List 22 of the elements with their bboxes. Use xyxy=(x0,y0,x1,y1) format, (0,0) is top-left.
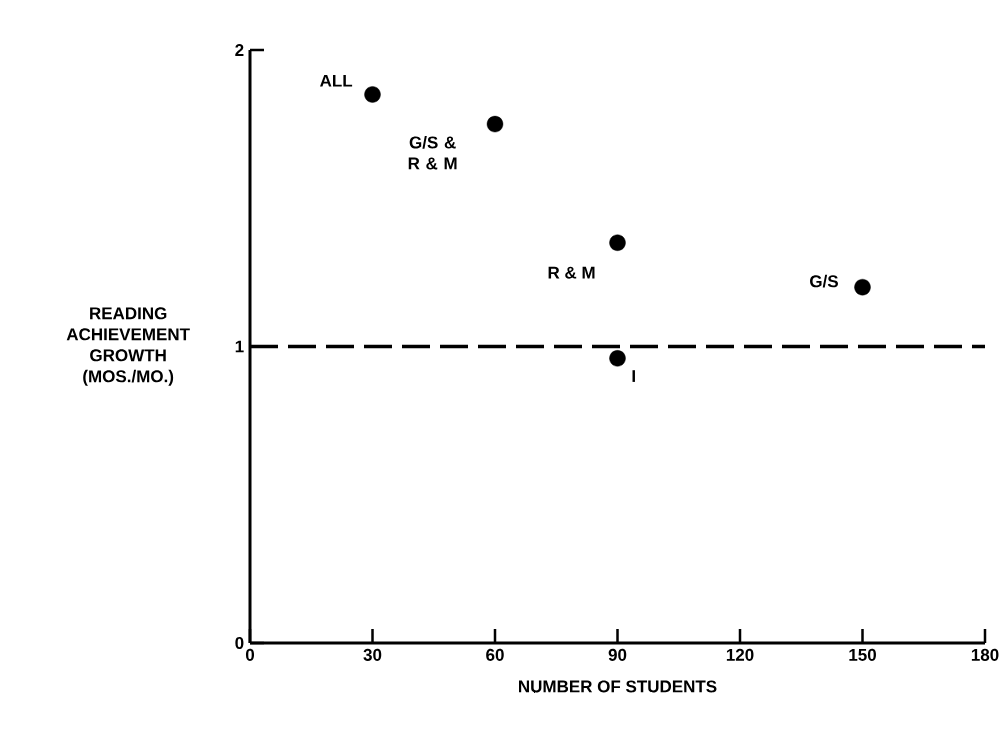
x-tick-label: 60 xyxy=(486,648,504,661)
x-tick-label: 90 xyxy=(608,648,627,661)
point xyxy=(609,350,626,367)
annotation: G/S xyxy=(810,274,838,288)
y-tick-label: 2 xyxy=(235,44,244,56)
x-axis-title: NUMBER OF STUDENTS xyxy=(519,680,717,693)
y-axis-title: READING ACHIEVEMENT GROWTH (MOS./MO.) xyxy=(66,307,190,386)
point xyxy=(609,234,626,251)
x-tick-label: 150 xyxy=(849,648,876,661)
x-tick-label: 120 xyxy=(726,648,754,661)
annotation: R & M xyxy=(548,266,595,279)
annotation: G/S & R & M xyxy=(408,135,457,170)
point xyxy=(486,115,504,133)
y-tick-label: 0 xyxy=(235,636,244,650)
point xyxy=(364,86,381,103)
annotation: I xyxy=(632,370,635,382)
annotation: ALL xyxy=(320,74,353,87)
x-tick-label: 0 xyxy=(245,648,255,661)
y-tick-label: 1 xyxy=(235,340,244,353)
point xyxy=(854,278,871,296)
x-tick-label: 180 xyxy=(971,648,999,661)
x-tick-label: 30 xyxy=(363,648,382,661)
